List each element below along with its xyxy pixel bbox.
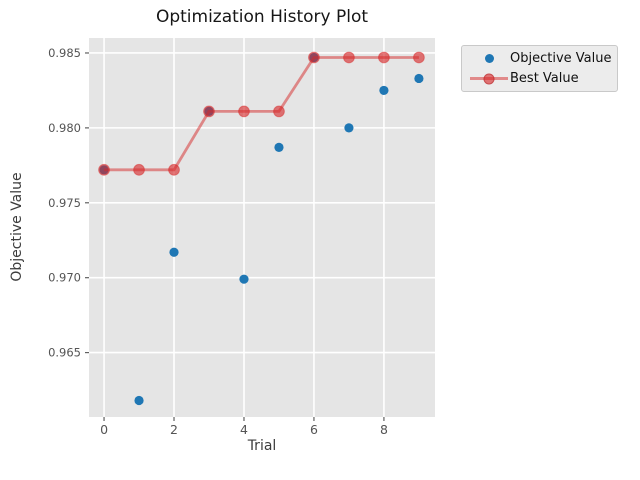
y-tick-label: 0.970 bbox=[48, 271, 81, 285]
best-value-point bbox=[98, 163, 110, 176]
best-value-line-icon bbox=[468, 73, 510, 84]
best-value-point bbox=[133, 163, 145, 176]
best-value-point bbox=[308, 51, 320, 64]
y-tick-label: 0.965 bbox=[48, 346, 81, 360]
best-value-point bbox=[203, 105, 215, 118]
objective-point bbox=[134, 395, 144, 406]
legend-label-objective-value: Objective Value bbox=[510, 51, 612, 66]
legend-item-best-value: Best Value bbox=[468, 71, 617, 86]
x-tick-label: 2 bbox=[170, 422, 178, 437]
objective-point bbox=[274, 142, 284, 152]
x-tick-label: 4 bbox=[240, 422, 248, 437]
legend: Objective Value Best Value bbox=[461, 45, 618, 92]
x-tick-label: 6 bbox=[310, 422, 318, 437]
best-value-point bbox=[343, 51, 355, 64]
best-value-point bbox=[273, 105, 285, 118]
best-value-point bbox=[168, 163, 180, 176]
y-tick-label: 0.985 bbox=[48, 46, 81, 60]
plot-background bbox=[89, 38, 435, 417]
objective-point bbox=[239, 274, 249, 284]
y-axis-label: Objective Value bbox=[9, 172, 25, 282]
objective-point bbox=[344, 123, 354, 133]
chart-title: Optimization History Plot bbox=[155, 7, 369, 27]
best-value-point bbox=[413, 51, 425, 64]
legend-item-objective-value: Objective Value bbox=[468, 51, 617, 66]
objective-marker-icon bbox=[468, 54, 510, 63]
x-axis-label: Trial bbox=[247, 438, 277, 454]
x-tick-label: 0 bbox=[100, 422, 108, 437]
objective-point bbox=[379, 85, 389, 96]
x-tick-label: 8 bbox=[380, 422, 388, 437]
objective-point bbox=[169, 247, 179, 257]
y-tick-label: 0.975 bbox=[48, 196, 81, 210]
best-value-point bbox=[378, 51, 390, 64]
legend-label-best-value: Best Value bbox=[510, 71, 579, 86]
best-value-point bbox=[238, 105, 250, 118]
best-value-line bbox=[104, 56, 419, 172]
y-tick-label: 0.980 bbox=[48, 121, 81, 135]
objective-point bbox=[414, 73, 424, 84]
